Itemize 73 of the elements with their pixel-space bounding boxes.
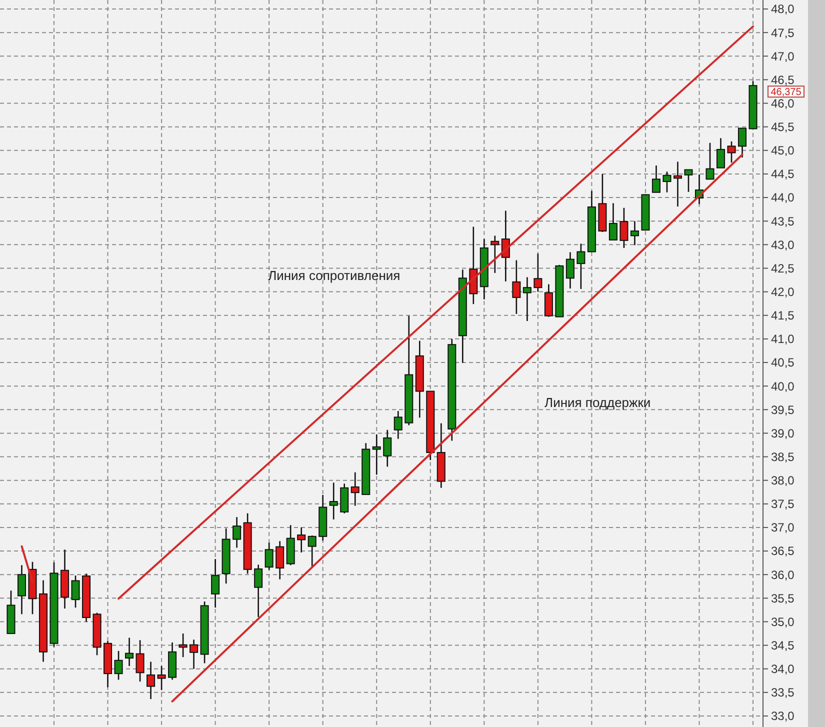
candlestick [329, 482, 338, 520]
candlestick [706, 142, 714, 180]
candlestick [716, 137, 726, 168]
y-tick-label: 44,0 [771, 190, 795, 205]
y-tick-label: 34,0 [771, 662, 795, 676]
candlestick [673, 161, 682, 208]
y-tick-label: 45,0 [771, 144, 795, 158]
annotation: Линия поддержки [544, 395, 651, 410]
y-tick-label: 34,5 [771, 638, 795, 652]
candlestick [566, 252, 574, 290]
y-tick-label: 36,5 [771, 544, 795, 558]
y-tick-label: 43,5 [771, 214, 795, 228]
candlestick [662, 170, 672, 193]
candlestick [383, 429, 392, 468]
candlestick [146, 661, 156, 700]
candlestick [125, 637, 134, 667]
y-tick-label: 37,0 [771, 520, 795, 535]
y-tick-label: 43,0 [771, 238, 795, 252]
candlestick [178, 632, 188, 658]
y-tick-label: 42,0 [771, 285, 795, 299]
y-tick-label: 39,0 [771, 426, 795, 440]
candlestick [264, 542, 274, 571]
candlestick [512, 260, 521, 315]
candlestick [684, 169, 693, 193]
candlestick [17, 564, 26, 615]
candlestick [652, 164, 660, 193]
y-tick-label: 41,0 [771, 332, 795, 346]
candlestick [727, 140, 736, 164]
candlestick [308, 534, 316, 568]
y-tick-label: 40,5 [771, 356, 795, 370]
candlestick [608, 202, 618, 241]
candlestick [350, 472, 360, 506]
y-tick-label: 42,5 [771, 261, 795, 276]
candlestick [534, 252, 542, 292]
candlestick [254, 564, 263, 618]
y-tick-label: 33,5 [771, 686, 795, 700]
y-tick-label: 40,0 [771, 379, 795, 394]
candlestick [620, 207, 628, 249]
candlestick [114, 650, 123, 680]
y-tick-label: 47,0 [771, 49, 795, 64]
y-tick-label: 47,5 [771, 26, 795, 40]
candlestick [490, 235, 500, 274]
y-tick-label: 35,5 [771, 591, 795, 606]
annotation: Линия сопротивления [268, 268, 400, 283]
candlestick [157, 665, 166, 691]
y-tick-label: 36,0 [771, 568, 795, 582]
y-tick-label: 38,0 [771, 474, 795, 488]
candlestick [71, 574, 80, 608]
candlestick [276, 540, 284, 580]
y-tick-label: 37,5 [771, 497, 795, 512]
candlestick [394, 410, 402, 440]
y-tick-label: 41,5 [771, 308, 795, 323]
candlestick [211, 558, 220, 608]
candlestick [576, 243, 586, 290]
y-tick-label: 35,0 [771, 614, 795, 629]
y-tick-label: 46,5 [771, 72, 795, 87]
y-tick-label: 48,0 [771, 2, 795, 16]
y-tick-label: 46,0 [771, 96, 795, 110]
y-tick-label: 39,5 [771, 402, 795, 417]
candlestick [372, 434, 381, 476]
text: 46,375 [770, 87, 802, 98]
candlestick [136, 639, 144, 682]
y-tick-label: 45,5 [771, 120, 795, 134]
candlestick [544, 284, 553, 318]
candlestick [190, 638, 198, 670]
candlestick [297, 526, 306, 554]
candlestick [630, 220, 639, 246]
y-tick-label: 38,5 [771, 450, 795, 464]
candlestick [522, 276, 532, 322]
candlestick [232, 516, 242, 548]
y-tick-label: 33,0 [771, 709, 795, 724]
candlestick [738, 128, 747, 158]
y-tick-label: 44,5 [771, 167, 795, 182]
